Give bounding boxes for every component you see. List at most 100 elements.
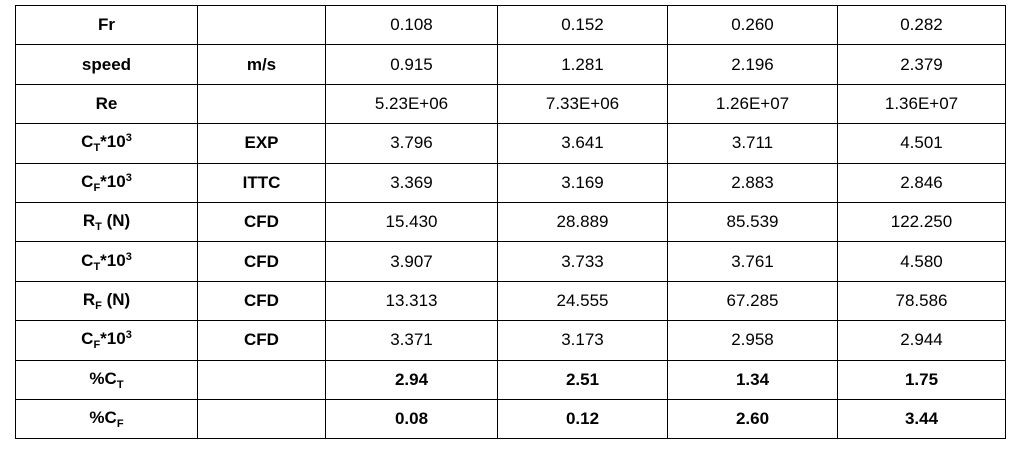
value-cell: 0.915	[325, 44, 498, 85]
label-part: F	[95, 299, 102, 312]
table-row: CT*103 CFD 3.907 3.733 3.761 4.580	[15, 241, 1006, 282]
row-label: RF (N)	[15, 280, 198, 322]
unit-cell: CFD	[197, 201, 326, 243]
value-cell: 0.08	[325, 398, 498, 440]
label-part: 3	[125, 132, 132, 145]
value-cell: 2.51	[497, 359, 668, 400]
value-cell: 0.108	[325, 4, 498, 46]
label-part: T	[116, 378, 124, 391]
value-cell: 2.196	[667, 44, 838, 85]
value-cell: 1.281	[497, 44, 668, 85]
label-part: *10	[100, 171, 126, 191]
label-part: %C	[89, 408, 117, 428]
table-row: %CF 0.08 0.12 2.60 3.44	[15, 398, 1006, 440]
value-cell: 15.430	[325, 201, 498, 243]
label-part: *10	[100, 132, 126, 152]
row-label: %CF	[15, 398, 198, 440]
row-label: %CT	[15, 359, 198, 400]
value-cell: 2.94	[325, 359, 498, 400]
unit-cell	[197, 4, 326, 46]
value-cell: 0.12	[497, 398, 668, 440]
value-cell: 3.369	[325, 162, 498, 203]
unit-cell: EXP	[197, 123, 326, 164]
unit-cell: CFD	[197, 320, 326, 361]
value-cell: 2.883	[667, 162, 838, 203]
row-label: CT*103	[15, 123, 198, 164]
value-cell: 78.586	[837, 280, 1006, 322]
value-cell: 3.761	[667, 241, 838, 282]
row-label: CF*103	[15, 162, 198, 203]
value-cell: 2.379	[837, 44, 1006, 85]
value-cell: 0.282	[837, 4, 1006, 46]
value-cell: 2.944	[837, 320, 1006, 361]
label-part: Fr	[98, 15, 115, 35]
value-cell: 1.34	[667, 359, 838, 400]
table-row: CT*103 EXP 3.796 3.641 3.711 4.501	[15, 123, 1006, 164]
table-row: %CT 2.94 2.51 1.34 1.75	[15, 359, 1006, 400]
label-part: F	[93, 181, 101, 194]
unit-cell	[197, 83, 326, 125]
value-cell: 3.733	[497, 241, 668, 282]
value-cell: 4.580	[837, 241, 1006, 282]
label-part: R	[82, 289, 96, 309]
value-cell: 24.555	[497, 280, 668, 322]
value-cell: 3.44	[837, 398, 1006, 440]
value-cell: 3.169	[497, 162, 668, 203]
value-cell: 4.501	[837, 123, 1006, 164]
value-cell: 3.371	[325, 320, 498, 361]
row-label: CF*103	[15, 320, 198, 361]
label-part: T	[93, 142, 101, 155]
table-row: Fr 0.108 0.152 0.260 0.282	[15, 4, 1006, 46]
value-cell: 1.75	[837, 359, 1006, 400]
results-table: Fr 0.108 0.152 0.260 0.282 speed m/s 0.915 1.281…	[15, 4, 1006, 440]
label-part: (N)	[101, 211, 131, 231]
value-cell: 3.796	[325, 123, 498, 164]
label-part: Re	[95, 93, 118, 113]
table-row: speed m/s 0.915 1.281 2.196 2.379	[15, 44, 1006, 85]
label-part: C	[81, 171, 94, 191]
value-cell: 28.889	[497, 201, 668, 243]
value-cell: 2.846	[837, 162, 1006, 203]
label-part: *10	[100, 329, 126, 349]
value-cell: 0.152	[497, 4, 668, 46]
unit-cell: CFD	[197, 241, 326, 282]
row-label: Fr	[15, 4, 198, 46]
label-part: C	[81, 132, 94, 152]
value-cell: 3.173	[497, 320, 668, 361]
table-row: CF*103 ITTC 3.369 3.169 2.883 2.846	[15, 162, 1006, 203]
value-cell: 5.23E+06	[325, 83, 498, 125]
unit-cell: ITTC	[197, 162, 326, 203]
label-part: speed	[81, 54, 132, 74]
row-label: speed	[15, 44, 198, 85]
value-cell: 85.539	[667, 201, 838, 243]
unit-cell: m/s	[197, 44, 326, 85]
row-label: RT (N)	[15, 201, 198, 243]
value-cell: 7.33E+06	[497, 83, 668, 125]
label-part: C	[81, 329, 94, 349]
value-cell: 2.958	[667, 320, 838, 361]
label-part: R	[82, 211, 96, 231]
unit-cell	[197, 398, 326, 440]
label-part: C	[81, 250, 94, 270]
label-part: *10	[100, 250, 126, 270]
value-cell: 67.285	[667, 280, 838, 322]
label-part: 3	[125, 171, 132, 184]
row-label: Re	[15, 83, 198, 125]
label-part: T	[93, 260, 101, 273]
value-cell: 1.26E+07	[667, 83, 838, 125]
label-part: T	[95, 221, 102, 234]
label-part: F	[93, 339, 101, 352]
label-part: (N)	[101, 289, 131, 309]
label-part: F	[116, 418, 124, 431]
table-row: CF*103 CFD 3.371 3.173 2.958 2.944	[15, 320, 1006, 361]
table-row: Re 5.23E+06 7.33E+06 1.26E+07 1.36E+07	[15, 83, 1006, 125]
value-cell: 3.907	[325, 241, 498, 282]
value-cell: 122.250	[837, 201, 1006, 243]
label-part: 3	[125, 329, 132, 342]
value-cell: 0.260	[667, 4, 838, 46]
value-cell: 3.641	[497, 123, 668, 164]
value-cell: 1.36E+07	[837, 83, 1006, 125]
label-part: %C	[89, 368, 117, 388]
table-row: RF (N) CFD 13.313 24.555 67.285 78.586	[15, 280, 1006, 322]
